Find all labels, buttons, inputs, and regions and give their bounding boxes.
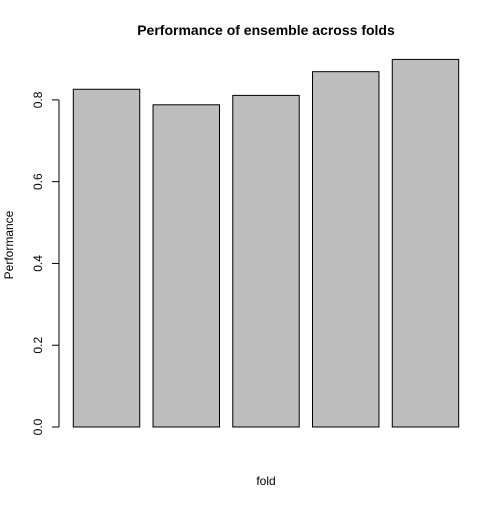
bar-fold-5 [391, 58, 460, 428]
y-tick-label: 0.8 [31, 91, 45, 108]
bar-fold-2 [152, 104, 220, 428]
y-axis: 0.0 0.2 0.4 0.6 0.8 [31, 91, 60, 435]
bar-fold-3 [232, 94, 300, 428]
y-tick-label: 0.2 [31, 337, 45, 354]
chart-title: Performance of ensemble across folds [137, 22, 395, 38]
y-tick-label: 0.6 [31, 173, 45, 190]
bars-group [72, 58, 460, 428]
y-axis-label: Performance [2, 210, 16, 279]
x-axis-label: fold [256, 474, 275, 488]
bar-fold-1 [72, 88, 141, 428]
y-tick-label: 0.0 [31, 418, 45, 435]
y-tick-label: 0.4 [31, 255, 45, 272]
bar-fold-4 [312, 71, 380, 428]
